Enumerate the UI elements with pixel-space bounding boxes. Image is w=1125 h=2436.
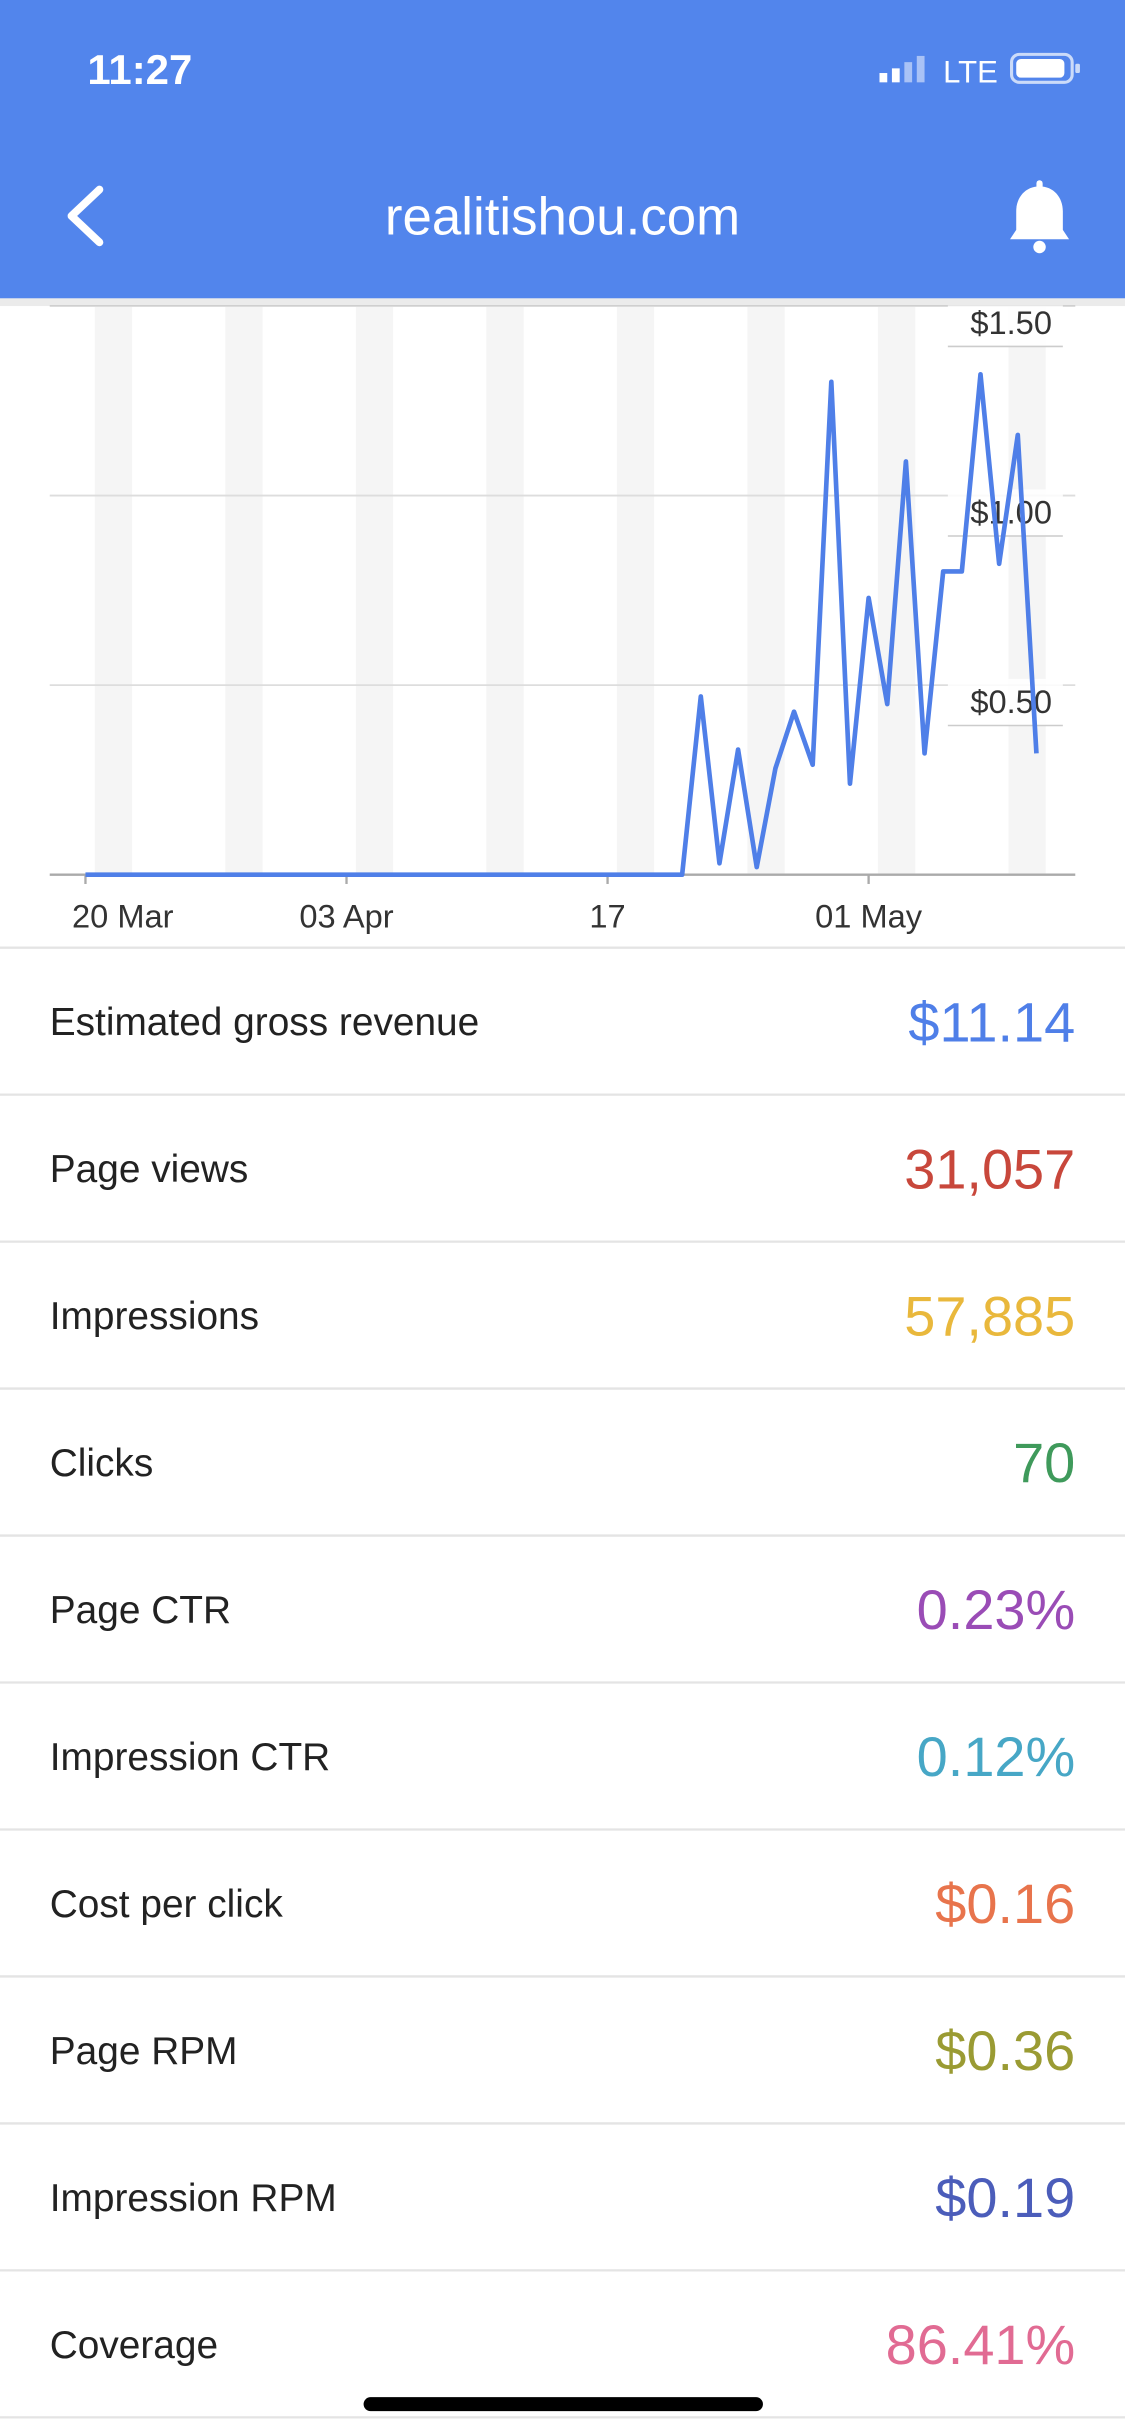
metric-label: Clicks — [50, 1442, 154, 1485]
metric-value: 57,885 — [904, 1284, 1075, 1347]
metric-label: Impression RPM — [50, 2177, 337, 2220]
weekend-band — [747, 306, 785, 875]
y-tick-label: $0.50 — [970, 683, 1052, 720]
x-tick-label: 17 — [589, 897, 625, 934]
metric-label: Coverage — [50, 2324, 218, 2367]
y-tick-label: $1.00 — [970, 494, 1052, 531]
metric-value: 31,057 — [904, 1137, 1075, 1200]
metric-value: $0.16 — [935, 1872, 1075, 1935]
y-tick-label: $1.50 — [970, 304, 1052, 341]
home-indicator — [363, 2397, 763, 2412]
metric-label: Estimated gross revenue — [50, 1001, 480, 1044]
signal-icon — [879, 55, 925, 83]
weekend-band — [94, 306, 133, 875]
metric-label: Impression CTR — [50, 1736, 331, 1779]
app-bar-shadow — [0, 298, 1125, 307]
metrics-list: Estimated gross revenue $11.14 Page views 3… — [0, 946, 1125, 2419]
metric-value: 70 — [1013, 1431, 1075, 1494]
metric-value: 0.12% — [917, 1725, 1076, 1788]
revenue-line — [85, 371, 1039, 877]
x-tick-label: 20 Mar — [72, 897, 174, 934]
battery-icon — [1010, 52, 1080, 84]
metric-value: $0.36 — [935, 2019, 1075, 2082]
weekend-band — [486, 306, 524, 875]
status-time: 11:27 — [87, 46, 192, 93]
metric-label: Impressions — [50, 1295, 259, 1338]
network-label: LTE — [943, 54, 998, 89]
notifications-button[interactable] — [1010, 180, 1070, 254]
x-tick-label: 03 Apr — [299, 897, 393, 934]
weekend-band — [225, 306, 263, 875]
metric-value: $0.19 — [935, 2166, 1075, 2229]
y-tick-label-box — [947, 678, 1063, 726]
metric-label: Cost per click — [50, 1883, 284, 1926]
metric-label: Page CTR — [50, 1589, 231, 1632]
weekend-band — [355, 306, 394, 875]
weekend-band — [616, 306, 655, 875]
app-bar — [0, 0, 1125, 299]
metric-label: Page RPM — [50, 2030, 238, 2073]
metric-value: 0.23% — [917, 1578, 1076, 1641]
y-tick-label-box — [947, 299, 1063, 347]
metric-label: Page views — [50, 1148, 249, 1191]
x-tick-label: 01 May — [815, 897, 923, 934]
metric-value: $11.14 — [908, 990, 1075, 1053]
app-title: realitishou.com — [385, 188, 740, 247]
metric-value: 86.41% — [886, 2313, 1076, 2376]
chart: $0.50 $1.00 $1.50 20 Mar 03 Apr 17 01 May — [49, 299, 1076, 934]
back-button[interactable] — [67, 185, 104, 247]
